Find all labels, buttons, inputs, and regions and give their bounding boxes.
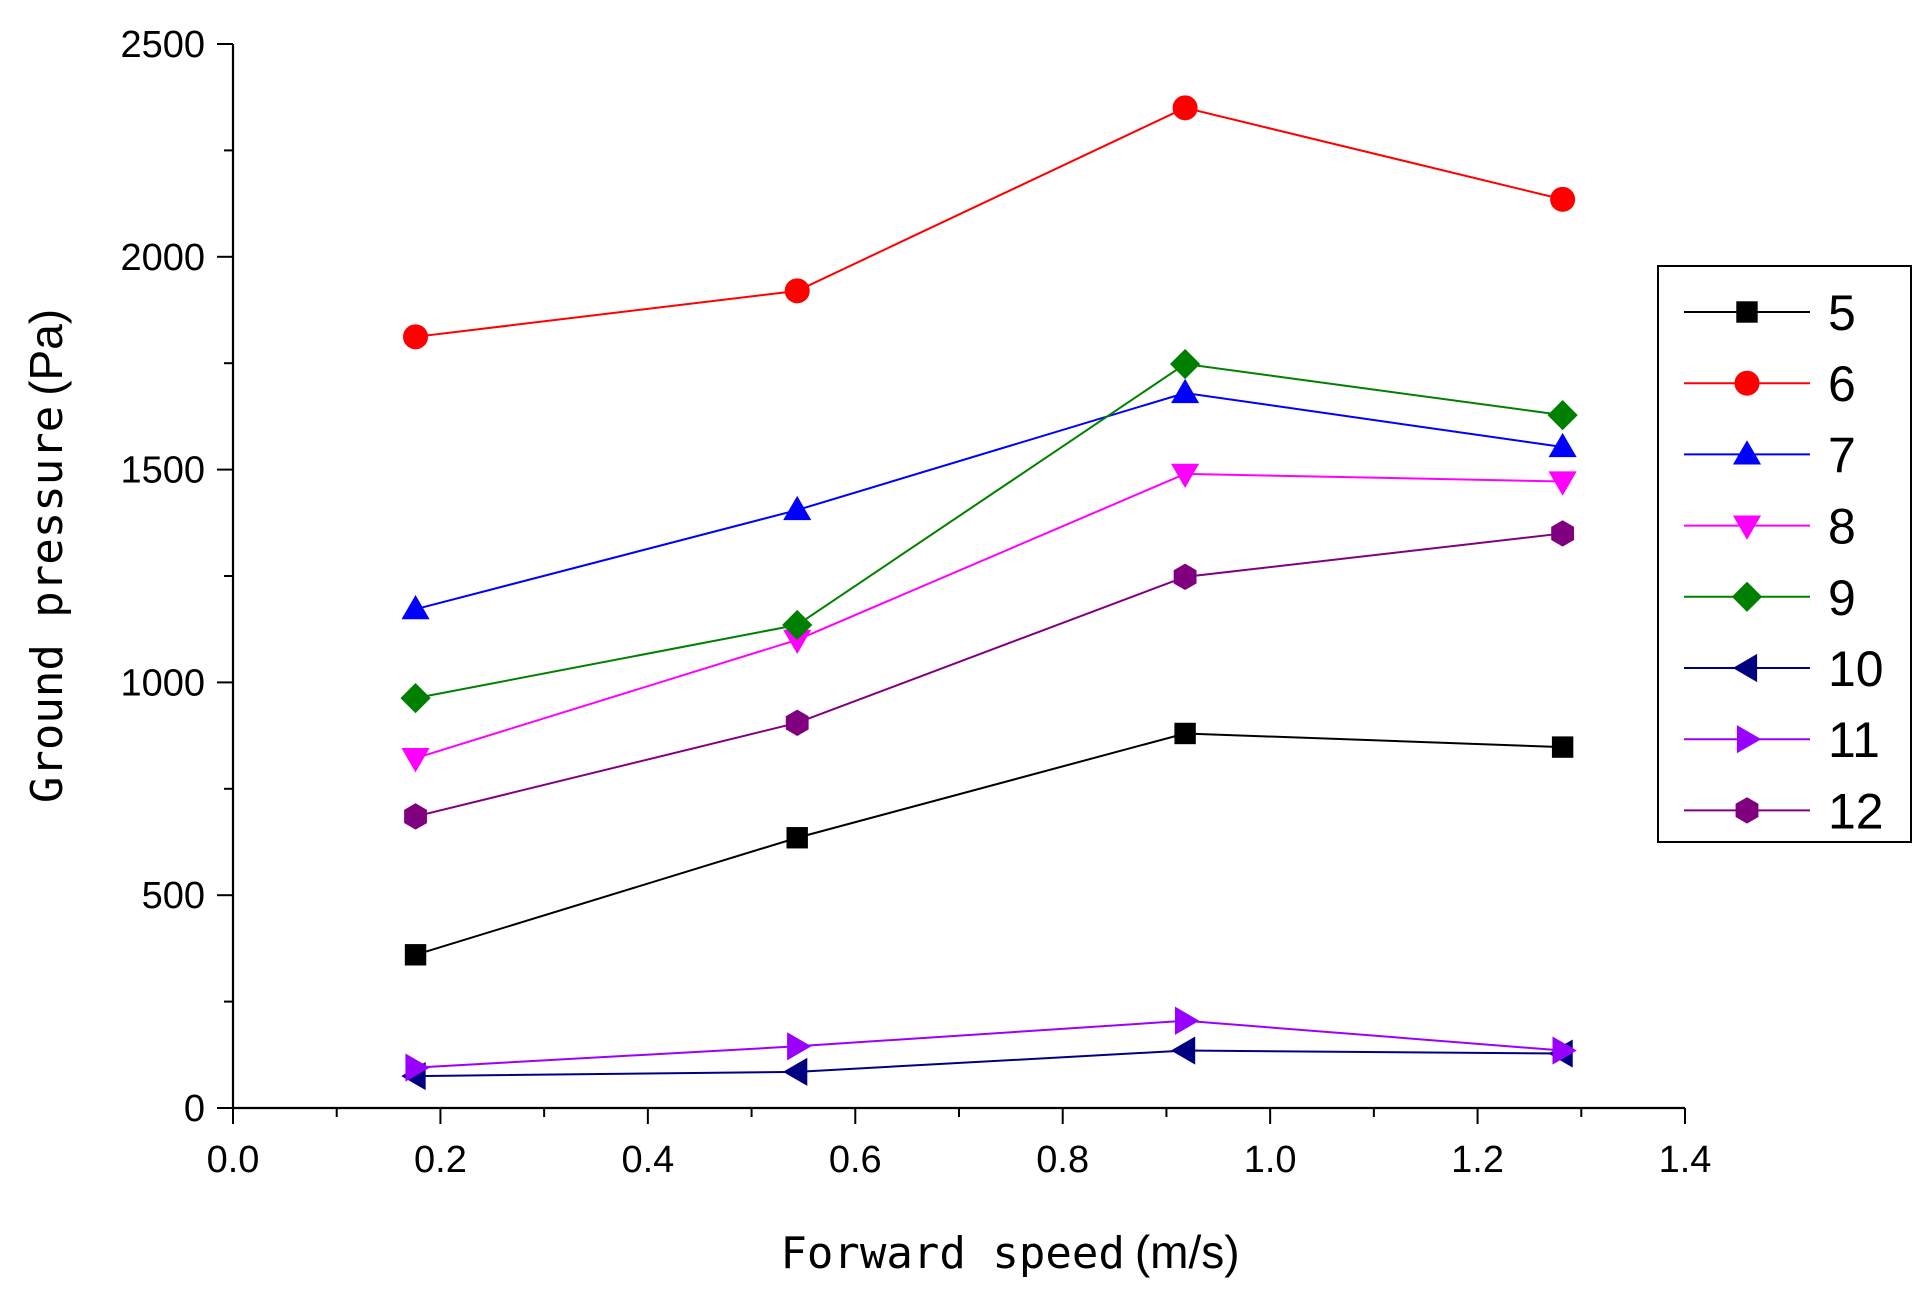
x-tick-label: 1.4 (1659, 1139, 1712, 1181)
x-axis-title-unit: (m/s) (1135, 1226, 1240, 1278)
legend-label: 9 (1828, 570, 1856, 626)
legend: 5 6 7 8 9 10 11 12 (1657, 265, 1912, 843)
data-point-10-2 (783, 1057, 808, 1086)
axes: 0.0 0.2 0.4 0.6 0.8 1.0 1.2 1.4 0 500 1000 1500 2000… (120, 24, 1711, 1181)
series-9 (400, 348, 1578, 714)
data-point-8-4 (1548, 471, 1577, 496)
data-point-9-3 (1169, 348, 1201, 380)
x-tick-label: 1.0 (1244, 1139, 1297, 1181)
series-line-11 (415, 1019, 1563, 1069)
data-point-12-1 (404, 803, 427, 830)
y-tick-label: 1000 (120, 662, 205, 704)
x-tick-label: 0.0 (207, 1139, 260, 1181)
series-line-8 (415, 472, 1563, 760)
legend-entry-12: 12 (1684, 783, 1884, 839)
data-point-7-1 (401, 594, 430, 620)
legend-marker (1731, 581, 1763, 612)
y-tick-label: 0 (184, 1088, 205, 1130)
legend-label: 7 (1828, 427, 1856, 483)
data-point-7-4 (1548, 432, 1577, 458)
data-point-11-4 (1552, 1036, 1577, 1065)
x-tick-label: 0.8 (1036, 1139, 1089, 1181)
legend-marker (1734, 370, 1760, 396)
legend-entry-9: 9 (1684, 570, 1856, 626)
data-point-6-4 (1550, 186, 1576, 212)
legend-label: 6 (1828, 356, 1856, 412)
series-8 (401, 463, 1577, 773)
series-line-10 (415, 1049, 1563, 1078)
data-point-7-3 (1171, 378, 1200, 404)
series-12 (404, 520, 1575, 830)
data-point-5-3 (1174, 722, 1196, 745)
data-point-6-1 (403, 324, 429, 350)
y-axis-title-unit: (Pa) (20, 309, 72, 396)
legend-label: 8 (1828, 499, 1856, 555)
data-point-12-2 (785, 709, 809, 737)
series-11 (405, 1006, 1577, 1082)
data-point-10-3 (1170, 1036, 1196, 1065)
legend-label: 5 (1828, 285, 1856, 341)
series-line-5 (415, 732, 1563, 956)
y-tick-label: 2500 (120, 24, 205, 66)
series-line-9 (415, 363, 1563, 700)
y-axis-title-text: Ground pressure (22, 406, 73, 803)
legend-entry-6: 6 (1684, 356, 1856, 412)
x-tick-label: 0.4 (621, 1139, 674, 1181)
legend-marker (1736, 301, 1758, 323)
series-5 (404, 722, 1574, 966)
legend-label: 12 (1828, 783, 1884, 839)
legend-marker (1736, 725, 1762, 754)
x-axis-title-text: Forward speed (780, 1228, 1124, 1279)
series-10 (401, 1036, 1573, 1091)
legend-entry-5: 5 (1684, 285, 1856, 341)
y-tick-label: 2000 (120, 237, 205, 279)
data-point-9-1 (400, 683, 431, 714)
x-tick-label: 0.6 (829, 1139, 882, 1181)
legend-label: 10 (1828, 641, 1884, 697)
data-point-11-1 (405, 1053, 430, 1082)
legend-entry-10: 10 (1684, 641, 1884, 697)
x-axis-title: Forward speed (m/s) (780, 1226, 1239, 1279)
legend-marker (1732, 515, 1762, 540)
y-axis-title: Ground pressure (Pa) (20, 309, 73, 803)
data-point-7-2 (783, 495, 812, 521)
y-tick-label: 1500 (120, 450, 205, 492)
legend-marker (1732, 653, 1758, 683)
data-point-6-2 (784, 278, 810, 304)
data-point-11-2 (787, 1032, 812, 1061)
series-layer (400, 95, 1578, 1091)
data-point-9-4 (1547, 400, 1578, 431)
legend-marker (1735, 797, 1759, 824)
legend-label: 11 (1828, 712, 1880, 768)
data-point-5-4 (1551, 736, 1574, 758)
data-point-9-2 (782, 609, 813, 641)
data-point-12-3 (1173, 563, 1197, 591)
series-line-7 (415, 391, 1563, 611)
series-6 (403, 95, 1576, 350)
y-tick-label: 500 (142, 875, 205, 917)
series-7 (401, 378, 1577, 620)
series-line-6 (415, 106, 1563, 338)
data-point-5-2 (786, 827, 808, 849)
legend-entry-7: 7 (1684, 427, 1856, 483)
data-point-5-1 (404, 944, 427, 966)
legend-marker (1732, 440, 1762, 465)
data-point-8-3 (1171, 463, 1200, 489)
x-tick-label: 0.2 (414, 1139, 467, 1181)
data-point-8-1 (401, 748, 430, 773)
data-point-6-3 (1172, 95, 1198, 121)
axis-titles: Forward speed (m/s) Ground pressure (Pa) (20, 309, 1240, 1279)
legend-entry-8: 8 (1684, 499, 1856, 555)
legend-box (1657, 265, 1912, 843)
data-point-12-4 (1551, 520, 1575, 547)
series-line-12 (415, 532, 1563, 818)
legend-entry-11: 11 (1684, 712, 1880, 768)
x-tick-label: 1.2 (1451, 1139, 1504, 1181)
data-point-11-3 (1174, 1006, 1200, 1035)
